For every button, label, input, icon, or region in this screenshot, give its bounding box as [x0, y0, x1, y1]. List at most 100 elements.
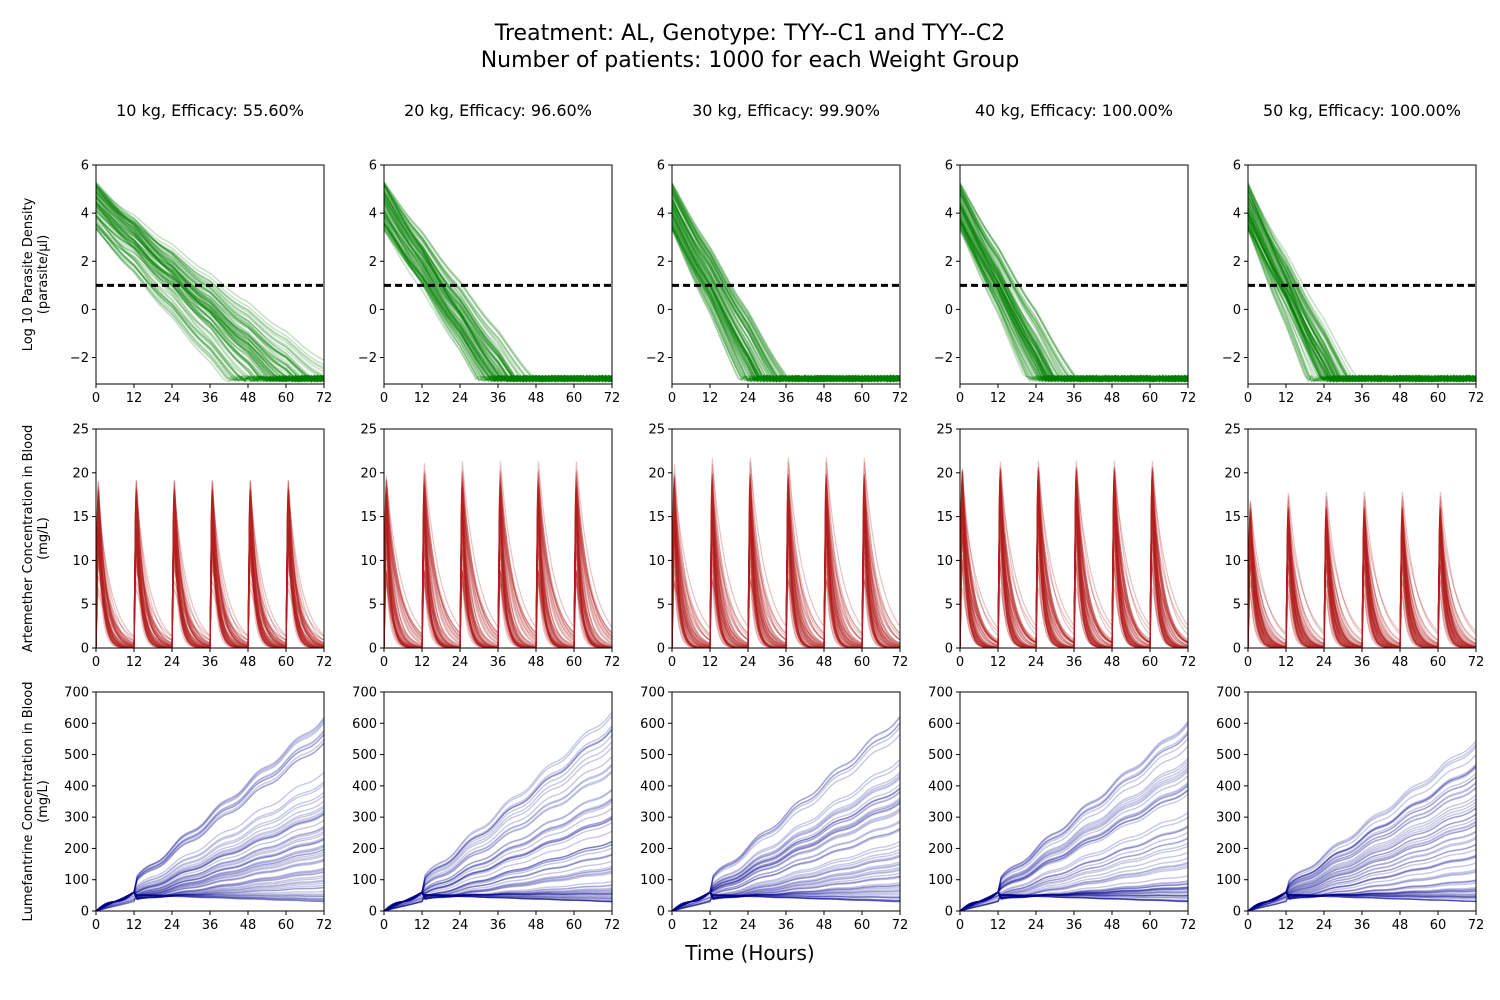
parasite-patient-line — [384, 184, 612, 383]
lumefantrine-patient-line — [96, 846, 324, 911]
parasite-patient-line — [96, 214, 324, 383]
parasite-patient-line — [672, 203, 900, 383]
parasite-patient-line — [384, 206, 612, 383]
artemether-patient-line — [96, 518, 324, 648]
parasite-patient-line — [384, 184, 612, 384]
parasite-patient-line — [1248, 219, 1476, 383]
panel-artemether-20kg: 0 12 24 36 48 60 72 0 5 10 15 20 25 — [360, 423, 620, 671]
parasite-patient-line — [960, 220, 1188, 383]
artemether-patient-line — [384, 527, 612, 648]
parasite-patient-line — [96, 195, 324, 383]
parasite-patient-line — [1248, 194, 1476, 384]
parasite-patient-line — [960, 192, 1188, 383]
parasite-patient-line — [384, 182, 612, 383]
x-tick-label: 12 — [126, 918, 143, 933]
parasite-patient-line — [672, 189, 900, 383]
parasite-patient-line — [960, 222, 1188, 384]
parasite-patient-line — [384, 205, 612, 384]
parasite-patient-line — [384, 222, 612, 383]
x-tick-label: 0 — [668, 655, 676, 670]
lumefantrine-patient-line — [384, 884, 612, 911]
artemether-patient-line — [1248, 522, 1476, 648]
lumefantrine-patient-line — [384, 756, 612, 911]
x-tick-label: 72 — [1180, 918, 1197, 933]
x-tick-label: 12 — [702, 391, 719, 406]
y-tick-label: 200 — [640, 842, 665, 857]
parasite-patient-line — [96, 185, 324, 383]
lumefantrine-patient-line — [384, 893, 612, 911]
lumefantrine-patient-line — [672, 844, 900, 911]
lumefantrine-patient-line — [384, 729, 612, 911]
artemether-patient-line — [384, 476, 612, 648]
y-tick-label: 10 — [72, 554, 89, 569]
parasite-patient-line — [672, 186, 900, 383]
lumefantrine-patient-line — [384, 728, 612, 911]
lumefantrine-patient-line — [672, 821, 900, 911]
parasite-patient-line — [1248, 220, 1476, 383]
x-tick-label: 24 — [1028, 918, 1045, 933]
artemether-patient-line — [672, 501, 900, 648]
lumefantrine-patient-line — [960, 766, 1188, 911]
parasite-patient-line — [672, 182, 900, 383]
y-tick-label: 0 — [1233, 303, 1241, 318]
parasite-patient-line — [96, 183, 324, 383]
lumefantrine-patient-line — [960, 894, 1188, 911]
panel-lumefantrine-20kg: 0 12 24 36 48 60 72 0 100 200 300 400 500 600 700 — [352, 686, 620, 934]
parasite-patient-line — [1248, 196, 1476, 383]
lumefantrine-patient-line — [672, 888, 900, 911]
y-tick-label: 25 — [72, 423, 89, 438]
y-tick-label: 25 — [1224, 423, 1241, 438]
artemether-patient-line — [96, 493, 324, 648]
parasite-patient-line — [960, 228, 1188, 383]
figure-title-line2: Number of patients: 1000 for each Weight… — [481, 48, 1020, 73]
y-tick-label: 4 — [81, 207, 89, 222]
artemether-patient-line — [672, 511, 900, 648]
artemether-patient-line — [96, 531, 324, 648]
parasite-patient-line — [384, 213, 612, 383]
parasite-patient-line — [96, 196, 324, 382]
artemether-patient-line — [960, 515, 1188, 648]
parasite-patient-line — [1248, 219, 1476, 383]
artemether-patient-line — [672, 486, 900, 648]
parasite-patient-line — [384, 214, 612, 383]
lumefantrine-patient-line — [672, 763, 900, 911]
parasite-patient-line — [960, 226, 1188, 383]
parasite-patient-line — [96, 227, 324, 383]
parasite-patient-line — [96, 223, 324, 383]
lumefantrine-patient-line — [1248, 888, 1476, 911]
lumefantrine-patient-line — [384, 734, 612, 911]
parasite-patient-line — [672, 227, 900, 383]
x-tick-label: 36 — [202, 918, 219, 933]
lumefantrine-patient-line — [672, 894, 900, 911]
lumefantrine-patient-line — [384, 818, 612, 911]
artemether-patient-line — [1248, 513, 1476, 648]
artemether-patient-line — [1248, 508, 1476, 648]
parasite-patient-line — [384, 203, 612, 383]
x-tick-label: 72 — [316, 391, 333, 406]
parasite-patient-line — [1248, 218, 1476, 383]
artemether-patient-line — [960, 494, 1188, 648]
parasite-patient-line — [384, 192, 612, 383]
lumefantrine-patient-line — [384, 725, 612, 911]
series-lines — [1248, 181, 1476, 384]
parasite-patient-line — [96, 216, 324, 383]
lumefantrine-patient-line — [960, 722, 1188, 911]
y-tick-label: 500 — [64, 748, 89, 763]
lumefantrine-patient-line — [1248, 765, 1476, 911]
parasite-patient-line — [1248, 201, 1476, 383]
y-tick-label: 600 — [928, 717, 953, 732]
parasite-patient-line — [672, 227, 900, 383]
parasite-patient-line — [1248, 206, 1476, 383]
lumefantrine-patient-line — [1248, 754, 1476, 911]
artemether-patient-line — [384, 497, 612, 648]
parasite-patient-line — [672, 225, 900, 383]
lumefantrine-patient-line — [960, 763, 1188, 911]
lumefantrine-patient-line — [960, 891, 1188, 911]
parasite-patient-line — [384, 185, 612, 383]
parasite-patient-line — [384, 182, 612, 383]
parasite-patient-line — [672, 202, 900, 384]
lumefantrine-patient-line — [672, 851, 900, 911]
lumefantrine-patient-line — [672, 716, 900, 911]
parasite-patient-line — [672, 220, 900, 383]
y-tick-label: 400 — [352, 779, 377, 794]
